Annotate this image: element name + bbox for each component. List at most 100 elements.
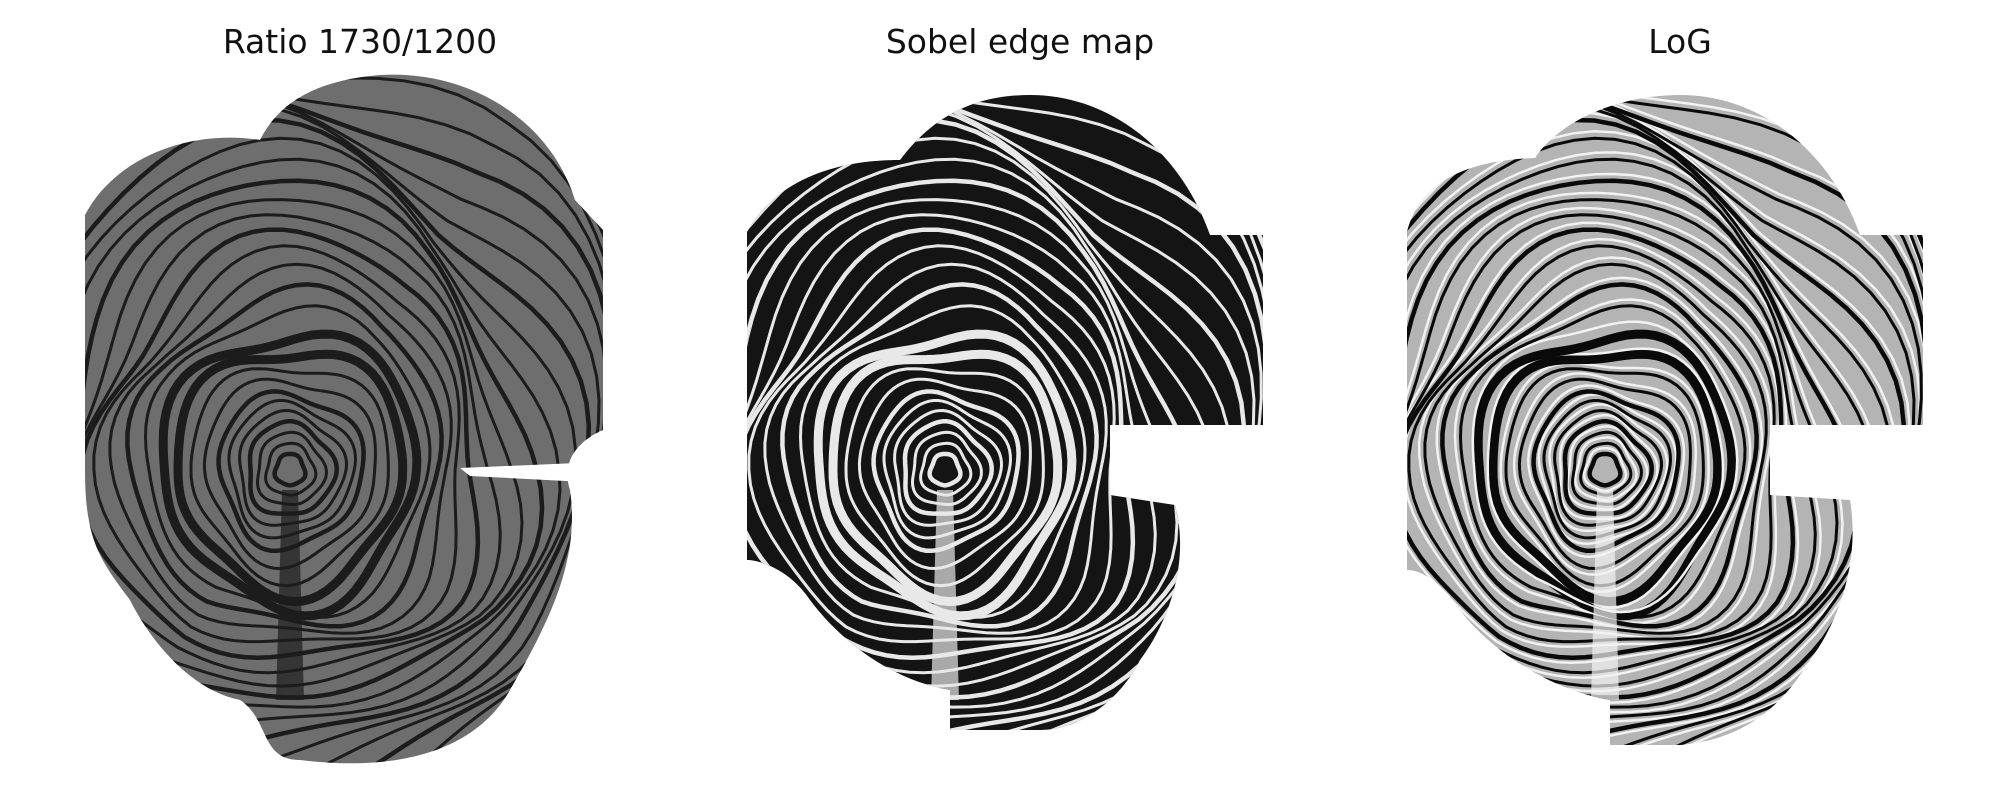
tree-ring [1542,399,1673,540]
tree-ring [1579,441,1633,497]
tree-ring [882,399,1013,540]
tree-ring [747,198,1179,688]
tree-ring [747,244,1116,644]
tree-ring [238,408,349,527]
tree-ring [1407,244,1776,644]
tree-ring [747,178,1200,700]
tree-ring-log-image [1407,95,1923,745]
tree-ring [85,227,481,660]
tree-ring [813,329,1077,621]
tree-ring [85,93,603,764]
tree-ring-highlight [1558,414,1659,521]
tree-ring [910,430,983,506]
tree-ring [893,408,1004,527]
ratio-panel: Ratio 1730/1200 [40,0,680,800]
tree-ring [1504,367,1705,588]
tree-ring [1531,389,1681,554]
tree-ring-highlight [1435,276,1764,633]
log-panel-title: LoG [1648,22,1712,61]
tree-ring [1407,213,1817,675]
tree-ring-highlight [1407,97,1921,745]
ratio-rings [85,74,603,764]
tree-ring [85,213,502,675]
tree-ring [857,377,1032,571]
tree-ring [1570,430,1643,506]
sobel-panel-title: Sobel edge map [885,22,1155,61]
tree-ring [85,86,603,764]
tree-ring [1423,262,1768,635]
tree-ring [1488,349,1723,607]
tree-ring [747,157,1217,709]
tree-ring-highlight [1548,403,1669,533]
log-panel: LoG [1360,0,2000,800]
tree-ring [798,304,1087,619]
wood-background [747,95,1263,730]
tree-ring [85,198,524,688]
tree-ring-highlight [1499,361,1710,594]
tree-ring [272,451,308,488]
tree-ring [1407,117,1907,745]
tree-ring [85,104,601,764]
tree-ring [1587,451,1623,488]
tree-ring-sobel-image [747,95,1263,730]
tree-ring-highlight [1407,111,1911,745]
tree-ring [85,136,577,728]
tree-ring [747,117,1247,730]
tree-ring [747,95,1263,730]
sobel-rings [747,95,1263,730]
tree-ring [1553,408,1664,527]
tree-ring [747,104,1256,730]
log-rings [1407,95,1923,745]
tree-ring [1562,419,1654,516]
tree-ring-ratio-image [85,74,603,764]
tree-ring-highlight [1407,95,1923,745]
tree-ring-highlight [1527,384,1686,559]
tree-ring-highlight [1453,298,1752,625]
tree-ring [85,178,545,700]
wood-background [1407,95,1923,745]
tree-ring [871,389,1021,554]
tree-ring [173,349,408,607]
tree-ring [255,430,328,506]
tree-ring [1440,282,1759,629]
tree-ring-highlight [1537,393,1678,545]
tree-ring [747,213,1157,675]
tree-ring [216,389,366,554]
tree-ring [85,76,603,764]
ratio-crack [460,462,600,482]
sobel-panel: Sobel edge map [700,0,1340,800]
ratio-panel-title: Ratio 1730/1200 [222,22,498,61]
tree-ring-highlight [1417,256,1773,640]
tree-ring [747,227,1136,660]
tree-ring-highlight [1407,191,1844,693]
tree-ring-highlight [1486,347,1725,610]
tree-ring-highlight [1582,446,1628,493]
tree-ring [85,117,592,753]
tree-ring [125,282,444,629]
tree-ring [1407,104,1916,745]
pith-streak [1591,490,1619,700]
tree-ring [1407,178,1860,700]
pith-streak [931,490,959,700]
tree-ring-highlight [1512,372,1697,576]
tree-ring [85,157,562,709]
tree-ring [927,451,963,488]
tree-ring [189,367,390,588]
tree-ring [143,304,432,619]
tree-ring [158,329,422,621]
tree-ring [202,377,377,571]
tree-ring [264,441,318,497]
tree-ring [747,136,1232,728]
tree-ring [902,419,994,516]
tree-ring [1517,377,1692,571]
tree-ring [828,349,1063,607]
tree-ring [780,282,1099,629]
tree-ring-highlight [1566,425,1649,512]
tree-ring [85,85,603,764]
tree-ring-highlight [1471,320,1739,614]
pith-streak [276,490,304,700]
tree-ring [1458,304,1747,619]
tree-ring [919,441,973,497]
tree-ring [1407,198,1839,688]
tree-ring [1407,95,1923,745]
